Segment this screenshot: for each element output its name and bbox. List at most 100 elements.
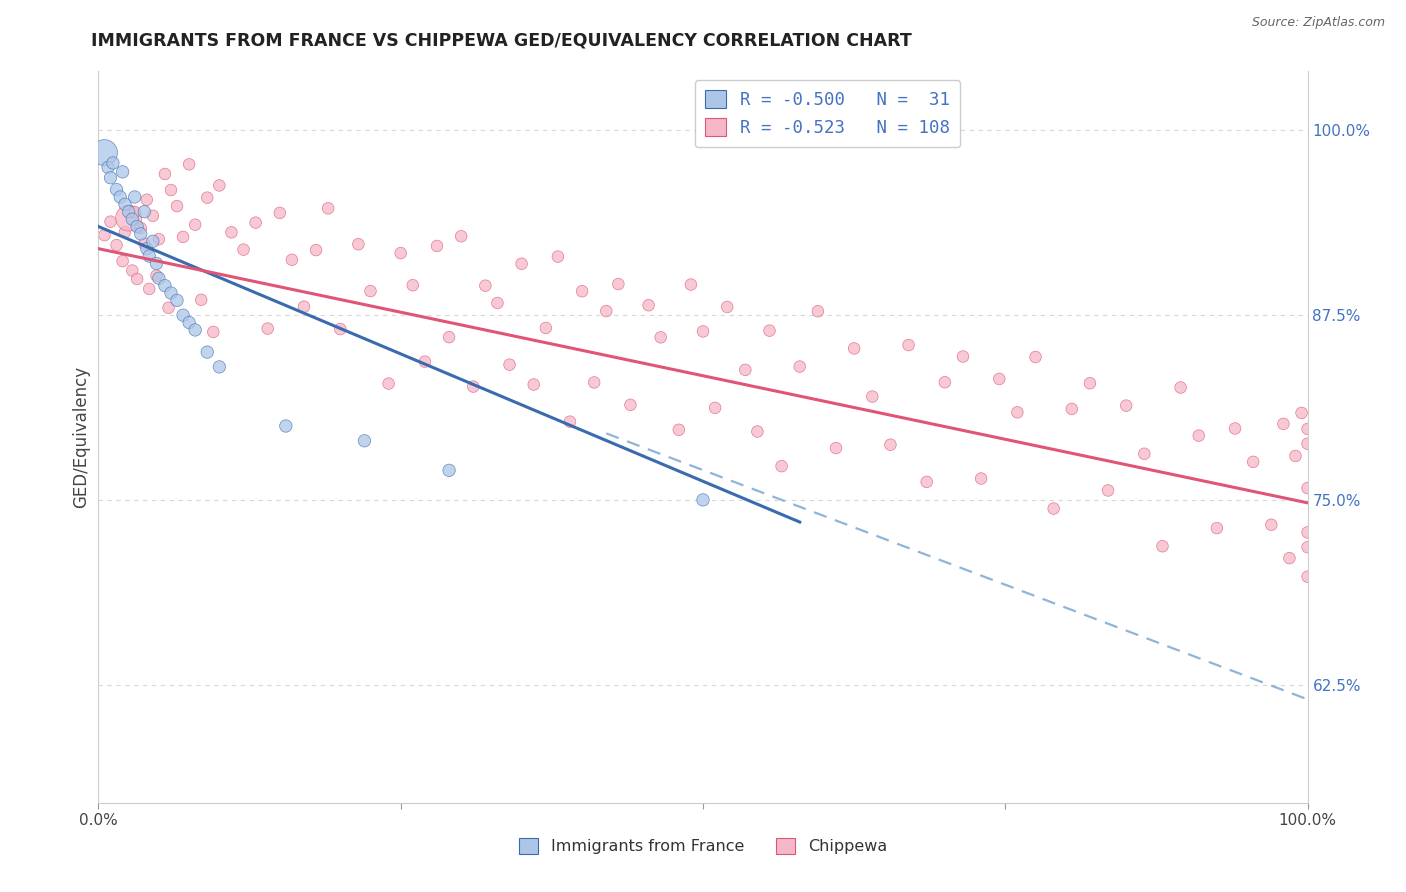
- Point: [360, 284, 382, 298]
- Point: [1296, 525, 1319, 540]
- Point: [1115, 399, 1137, 413]
- Point: [353, 434, 375, 448]
- Point: [450, 229, 472, 244]
- Point: [1291, 406, 1313, 420]
- Point: [292, 300, 315, 314]
- Point: [498, 358, 520, 372]
- Text: IMMIGRANTS FROM FRANCE VS CHIPPEWA GED/EQUIVALENCY CORRELATION CHART: IMMIGRANTS FROM FRANCE VS CHIPPEWA GED/E…: [91, 31, 912, 49]
- Point: [807, 304, 830, 318]
- Point: [934, 376, 956, 390]
- Point: [179, 316, 201, 330]
- Point: [127, 272, 149, 286]
- Point: [879, 438, 901, 452]
- Point: [179, 157, 201, 171]
- Point: [437, 330, 460, 344]
- Point: [547, 250, 569, 264]
- Point: [129, 227, 152, 241]
- Point: [114, 225, 136, 239]
- Point: [111, 254, 134, 268]
- Point: [97, 161, 120, 175]
- Point: [897, 338, 920, 352]
- Point: [1296, 540, 1319, 554]
- Text: Source: ZipAtlas.com: Source: ZipAtlas.com: [1251, 16, 1385, 29]
- Point: [1188, 428, 1211, 442]
- Point: [347, 237, 370, 252]
- Point: [202, 325, 225, 339]
- Point: [952, 350, 974, 364]
- Point: [1284, 449, 1306, 463]
- Point: [915, 475, 938, 489]
- Point: [844, 342, 866, 356]
- Point: [734, 363, 756, 377]
- Point: [692, 492, 714, 507]
- Legend: Immigrants from France, Chippewa: Immigrants from France, Chippewa: [512, 831, 894, 861]
- Point: [184, 323, 207, 337]
- Point: [124, 205, 146, 219]
- Point: [1007, 405, 1029, 419]
- Point: [316, 202, 339, 216]
- Point: [148, 232, 170, 246]
- Point: [1278, 551, 1301, 566]
- Point: [716, 300, 738, 314]
- Point: [190, 293, 212, 307]
- Point: [637, 298, 659, 312]
- Point: [1042, 501, 1064, 516]
- Point: [100, 170, 122, 185]
- Point: [256, 321, 278, 335]
- Point: [160, 183, 183, 197]
- Point: [825, 441, 848, 455]
- Point: [127, 219, 149, 234]
- Point: [1170, 380, 1192, 394]
- Point: [100, 215, 122, 229]
- Point: [148, 271, 170, 285]
- Point: [988, 372, 1011, 386]
- Point: [101, 156, 124, 170]
- Point: [758, 324, 780, 338]
- Point: [93, 145, 115, 160]
- Point: [426, 239, 449, 253]
- Point: [135, 193, 157, 207]
- Point: [437, 463, 460, 477]
- Point: [305, 243, 328, 257]
- Point: [281, 252, 304, 267]
- Point: [195, 345, 218, 359]
- Point: [142, 235, 165, 249]
- Point: [474, 278, 496, 293]
- Point: [208, 178, 231, 193]
- Point: [269, 206, 291, 220]
- Point: [134, 236, 156, 251]
- Point: [166, 199, 188, 213]
- Point: [668, 423, 690, 437]
- Point: [121, 212, 143, 227]
- Point: [534, 321, 557, 335]
- Point: [1223, 421, 1246, 435]
- Point: [121, 263, 143, 277]
- Point: [118, 204, 141, 219]
- Point: [402, 278, 425, 293]
- Point: [135, 242, 157, 256]
- Point: [595, 304, 617, 318]
- Point: [157, 301, 180, 315]
- Point: [523, 377, 546, 392]
- Point: [105, 183, 128, 197]
- Point: [166, 293, 188, 308]
- Point: [571, 284, 593, 298]
- Point: [1078, 376, 1101, 391]
- Point: [377, 376, 399, 391]
- Point: [153, 167, 176, 181]
- Point: [789, 359, 811, 374]
- Point: [153, 278, 176, 293]
- Point: [1241, 455, 1264, 469]
- Point: [1272, 417, 1295, 431]
- Point: [160, 285, 183, 300]
- Point: [184, 218, 207, 232]
- Point: [145, 256, 167, 270]
- Point: [1060, 401, 1083, 416]
- Point: [1296, 422, 1319, 436]
- Point: [124, 190, 146, 204]
- Point: [860, 390, 883, 404]
- Point: [129, 221, 152, 235]
- Point: [463, 379, 485, 393]
- Point: [138, 249, 160, 263]
- Point: [1024, 350, 1046, 364]
